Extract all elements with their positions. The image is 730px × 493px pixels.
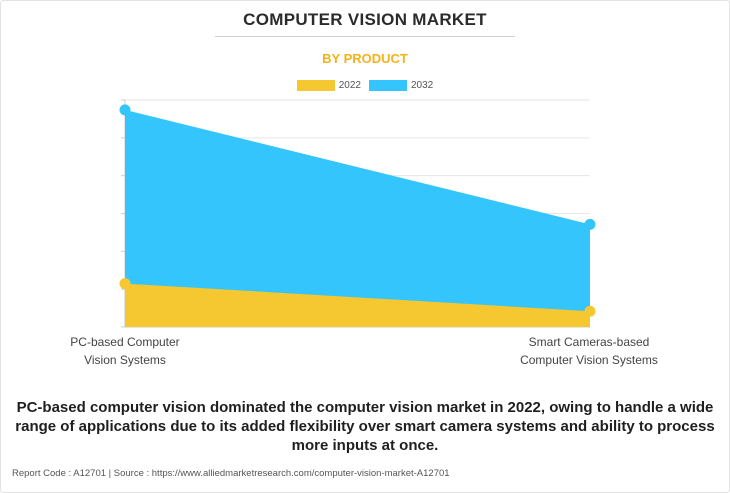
legend: 2022 2032 <box>0 80 730 91</box>
legend-item-2022[interactable]: 2022 <box>296 80 361 91</box>
legend-swatch-2032 <box>369 80 407 91</box>
chart-subtitle: BY PRODUCT <box>322 51 408 66</box>
legend-item-2032[interactable]: 2032 <box>369 80 433 91</box>
legend-label-2032: 2032 <box>411 80 434 91</box>
legend-swatch-2022 <box>296 80 335 91</box>
legend-label-2022: 2022 <box>338 80 361 91</box>
report-footer: Report Code : A12701 | Source : https://… <box>12 468 450 479</box>
x-tick-label-pc-based: PC-based Computer Vision Systems <box>70 335 180 367</box>
title-divider <box>215 36 515 37</box>
data-point-2022-0 <box>119 278 131 290</box>
x-tick-label-smart-cameras: Smart Cameras-based Computer Vision Syst… <box>520 335 658 367</box>
chart-title: COMPUTER VISION MARKET <box>243 10 487 29</box>
chart-caption: PC-based computer vision dominated the c… <box>15 399 715 454</box>
data-point-2032-1 <box>584 218 596 230</box>
area-series-2022 <box>125 283 590 327</box>
data-point-2022-1 <box>584 305 596 317</box>
area-series-2032 <box>125 109 590 327</box>
data-point-2032-0 <box>119 104 131 116</box>
